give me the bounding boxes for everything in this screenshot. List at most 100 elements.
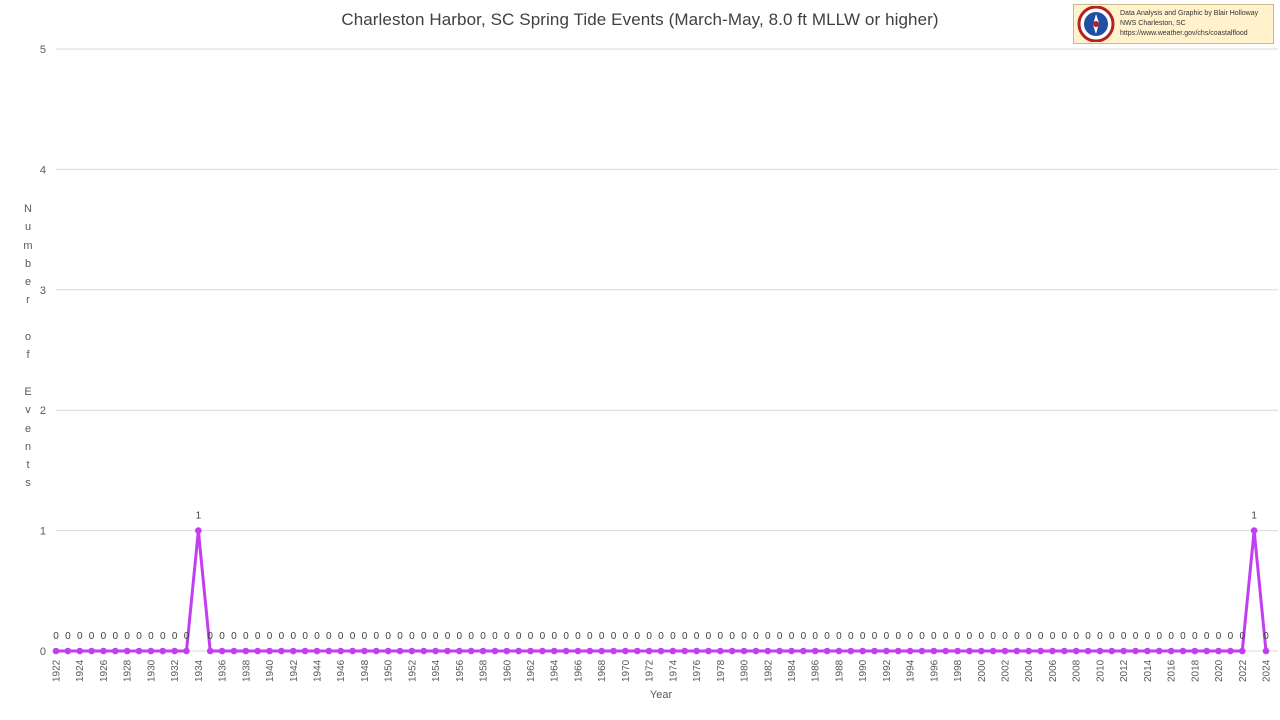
x-tick-label: 2002 bbox=[1001, 659, 1012, 682]
data-point bbox=[788, 647, 795, 655]
credit-line-3: https://www.weather.gov/chs/coastalflood bbox=[1120, 30, 1248, 37]
data-point bbox=[918, 647, 926, 655]
x-tick-label: 1958 bbox=[479, 659, 490, 682]
data-label: 0 bbox=[884, 631, 890, 642]
x-tick-label: 1942 bbox=[289, 659, 300, 682]
data-label: 0 bbox=[599, 631, 605, 642]
data-point bbox=[989, 647, 997, 655]
data-point bbox=[64, 647, 72, 655]
data-label: 0 bbox=[374, 631, 380, 642]
data-point bbox=[1072, 647, 1080, 655]
data-label: 0 bbox=[338, 631, 344, 642]
data-point bbox=[977, 647, 985, 655]
data-label: 0 bbox=[563, 631, 569, 642]
data-label: 0 bbox=[1263, 631, 1269, 642]
x-tick-label: 2000 bbox=[977, 659, 988, 682]
data-label: 0 bbox=[1085, 631, 1091, 642]
data-point bbox=[1191, 647, 1199, 655]
data-point bbox=[396, 647, 404, 655]
data-label: 0 bbox=[172, 631, 178, 642]
credit-box: Data Analysis and Graphic by Blair Hollo… bbox=[1073, 4, 1274, 44]
data-point bbox=[337, 647, 345, 655]
data-point bbox=[515, 647, 522, 655]
y-tick-label: 4 bbox=[40, 164, 46, 176]
credit-text: Data Analysis and Graphic by Blair Hollo… bbox=[1120, 9, 1258, 39]
data-point bbox=[622, 647, 629, 655]
x-tick-label: 1978 bbox=[716, 659, 727, 682]
x-tick-label: 2020 bbox=[1214, 659, 1225, 682]
data-label: 0 bbox=[457, 631, 463, 642]
y-axis-label-char: v bbox=[25, 404, 31, 417]
x-tick-label: 1980 bbox=[740, 659, 751, 682]
data-point bbox=[1238, 647, 1246, 655]
data-point bbox=[705, 647, 712, 655]
data-label: 0 bbox=[634, 631, 640, 642]
data-point bbox=[349, 647, 356, 655]
data-label: 0 bbox=[89, 631, 95, 642]
data-point bbox=[1144, 647, 1151, 655]
data-point bbox=[1096, 647, 1104, 655]
data-point bbox=[420, 647, 428, 655]
data-point bbox=[764, 647, 772, 655]
data-point bbox=[1250, 527, 1258, 534]
data-point bbox=[1179, 647, 1187, 655]
x-tick-label: 1976 bbox=[692, 659, 703, 682]
data-point bbox=[289, 647, 297, 655]
data-label: 0 bbox=[77, 631, 83, 642]
data-point bbox=[942, 647, 950, 655]
x-tick-label: 2012 bbox=[1119, 659, 1130, 682]
x-tick-label: 1938 bbox=[241, 659, 252, 682]
data-point bbox=[1262, 647, 1270, 655]
data-point bbox=[254, 647, 261, 655]
data-point bbox=[1120, 647, 1127, 655]
data-label: 0 bbox=[848, 631, 854, 642]
data-label: 0 bbox=[1002, 631, 1008, 642]
data-point bbox=[906, 647, 914, 655]
x-tick-label: 1994 bbox=[906, 659, 917, 682]
data-label: 0 bbox=[101, 631, 107, 642]
data-point bbox=[479, 647, 487, 655]
x-tick-label: 2008 bbox=[1072, 659, 1083, 682]
data-label: 0 bbox=[1239, 631, 1245, 642]
data-point bbox=[88, 647, 95, 655]
data-point bbox=[278, 647, 285, 655]
data-point bbox=[503, 647, 511, 655]
data-label: 0 bbox=[65, 631, 71, 642]
x-tick-label: 1966 bbox=[573, 659, 584, 682]
data-point bbox=[52, 647, 60, 655]
data-point bbox=[206, 647, 214, 655]
credit-line-2: NWS Charleston, SC bbox=[1120, 20, 1186, 27]
data-label: 0 bbox=[551, 631, 557, 642]
x-tick-label: 1990 bbox=[858, 659, 869, 682]
x-tick-label: 2004 bbox=[1024, 659, 1035, 682]
data-label: 0 bbox=[777, 631, 783, 642]
data-point bbox=[610, 647, 617, 655]
data-label: 0 bbox=[148, 631, 154, 642]
data-label: 0 bbox=[314, 631, 320, 642]
x-tick-label: 2022 bbox=[1238, 659, 1249, 682]
x-tick-label: 1948 bbox=[360, 659, 371, 682]
data-label: 0 bbox=[801, 631, 807, 642]
x-tick-label: 1946 bbox=[336, 659, 347, 682]
data-label: 0 bbox=[729, 631, 735, 642]
data-label: 0 bbox=[979, 631, 985, 642]
data-label: 0 bbox=[836, 631, 842, 642]
data-point bbox=[135, 647, 143, 655]
data-point bbox=[954, 647, 961, 655]
data-point bbox=[1061, 647, 1068, 655]
data-label: 0 bbox=[124, 631, 130, 642]
x-axis-label: Year bbox=[649, 689, 673, 701]
data-point bbox=[432, 647, 439, 655]
y-axis-label-char: b bbox=[24, 257, 32, 270]
data-point bbox=[883, 647, 890, 655]
data-label: 0 bbox=[113, 631, 119, 642]
y-axis-label-char: s bbox=[25, 477, 31, 490]
data-label: 0 bbox=[480, 631, 486, 642]
x-tick-label: 1930 bbox=[146, 659, 157, 682]
y-axis-label-char: m bbox=[23, 239, 33, 252]
x-tick-label: 1998 bbox=[953, 659, 964, 682]
data-label: 0 bbox=[492, 631, 498, 642]
data-point bbox=[633, 647, 641, 655]
data-point bbox=[598, 647, 605, 655]
